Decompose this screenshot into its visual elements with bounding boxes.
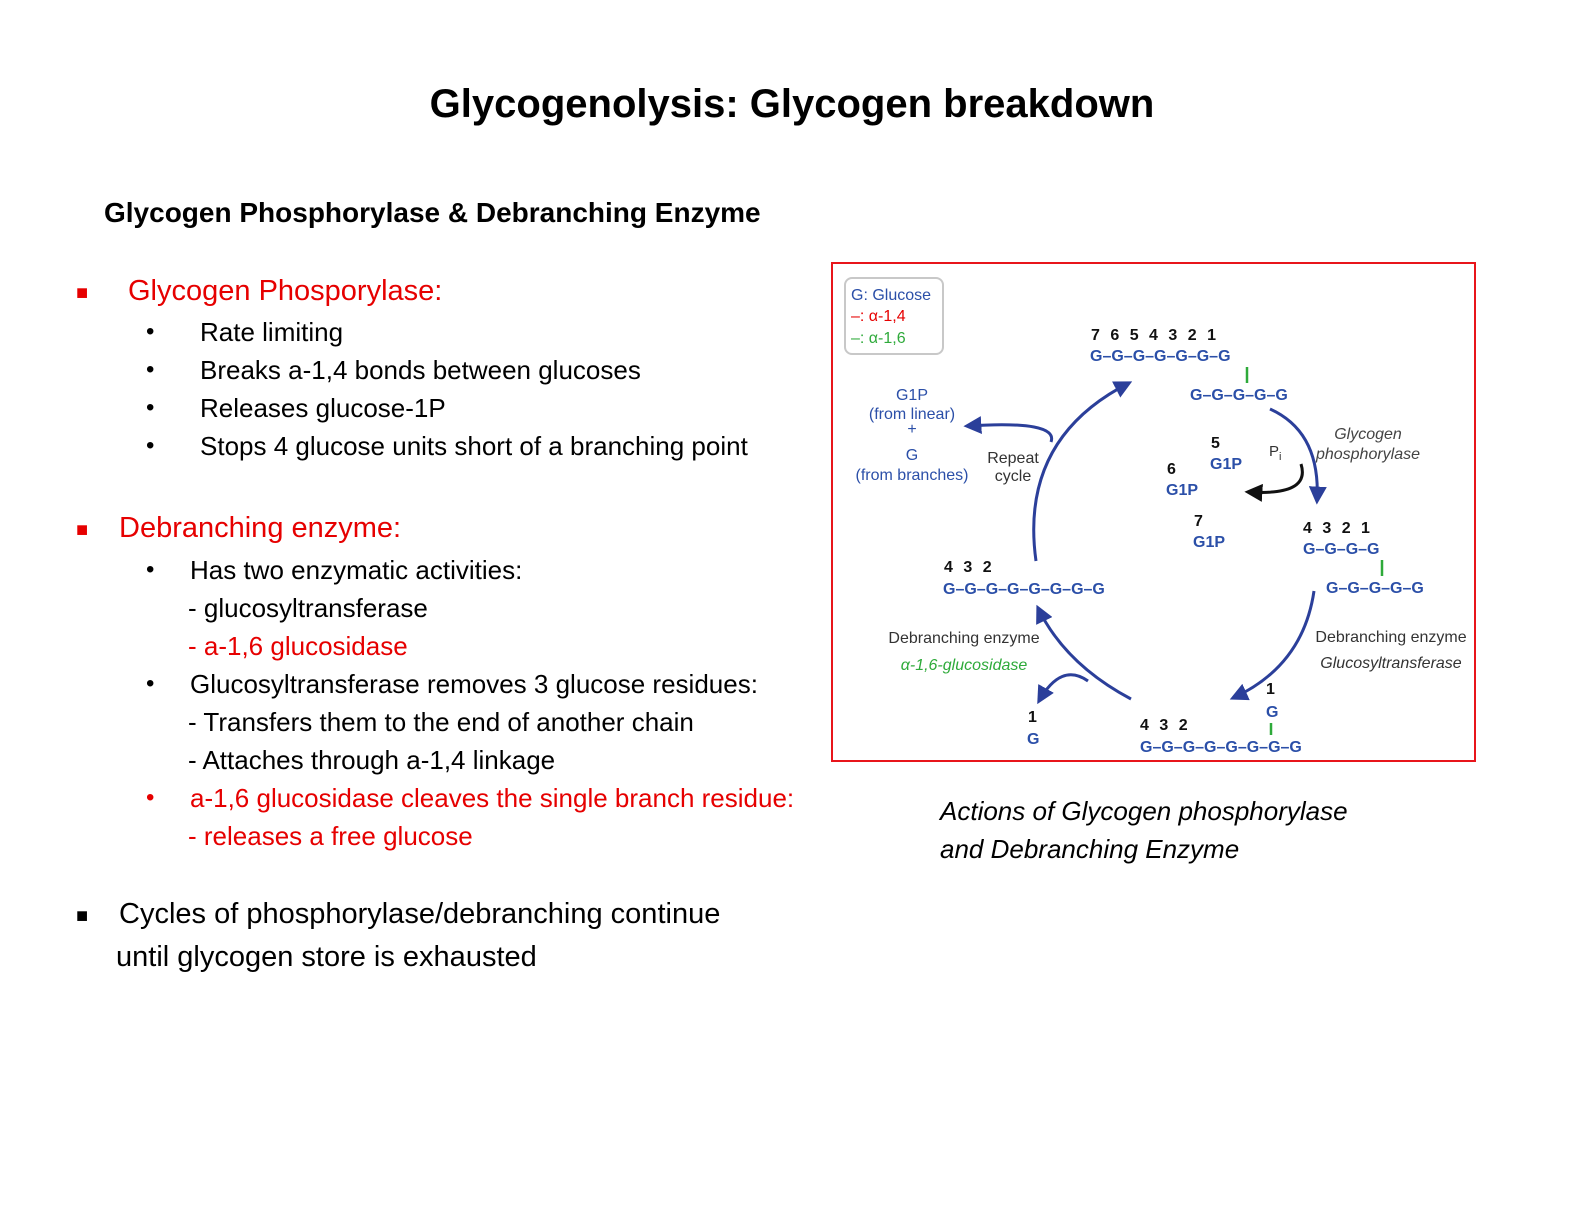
page-subtitle: Glycogen Phosphorylase & Debranching Enz…	[104, 197, 761, 228]
g1p-number-7: 7	[1194, 513, 1203, 530]
list-item: Breaks a-1,4 bonds between glucoses	[200, 355, 641, 385]
top-glucose-chain: G–G–G–G–G–G–G	[1090, 348, 1231, 365]
product-from-linear: (from linear)	[869, 406, 955, 423]
list-item: - a-1,6 glucosidase	[188, 631, 408, 661]
left-glucose-chain: G–G–G–G–G–G–G–G	[943, 581, 1105, 598]
bottom-branch-glucose: G	[1266, 704, 1278, 721]
list-item: until glycogen store is exhausted	[116, 941, 537, 973]
section-heading-cycles: Cycles of phosphorylase/debranching cont…	[119, 898, 721, 930]
phosphorylase-label-line2: phosphorylase	[1315, 446, 1420, 463]
bottom-glucose-chain: G–G–G–G–G–G–G–G	[1140, 739, 1302, 756]
glycogenolysis-diagram: G: Glucose –: α-1,4 –: α-1,6 7 6 5 4 3 2…	[831, 262, 1476, 762]
product-output-arrow	[963, 416, 1054, 443]
right-glucose-chain: G–G–G–G	[1303, 541, 1379, 558]
product-g: G	[906, 447, 918, 464]
list-item: Rate limiting	[200, 317, 344, 347]
square-bullet-icon: ■	[76, 905, 89, 927]
top-position-numbers: 7 6 5 4 3 2 1	[1091, 327, 1219, 344]
bullet-icon: •	[146, 556, 155, 583]
diagram-canvas: G: Glucose –: α-1,4 –: α-1,6 7 6 5 4 3 2…	[844, 277, 1467, 756]
transferase-arrow	[1229, 590, 1316, 701]
figure-caption-line2: and Debranching Enzyme	[940, 834, 1240, 864]
g1p-number-6: 6	[1167, 461, 1176, 478]
list-item: Glucosyltransferase removes 3 glucose re…	[190, 669, 758, 699]
bullet-icon: •	[146, 356, 155, 383]
product-from-branches: (from branches)	[856, 467, 969, 484]
g1p-label-6: G1P	[1166, 482, 1198, 499]
legend-alpha-1-4: –: α-1,4	[851, 308, 906, 325]
bottom-branch-number: 1	[1266, 681, 1275, 698]
repeat-cycle-line1: Repeat	[987, 450, 1039, 467]
bullet-icon: •	[146, 432, 155, 459]
right-position-numbers: 4 3 2 1	[1303, 520, 1373, 537]
product-g1p: G1P	[896, 387, 928, 404]
legend-box	[844, 277, 944, 355]
repeat-cycle-line2: cycle	[995, 468, 1032, 485]
debranching-left-label: Debranching enzyme	[888, 630, 1039, 647]
g1p-label-7: G1P	[1193, 534, 1225, 551]
square-bullet-icon: ■	[76, 282, 89, 304]
glucosyltransferase-label: Glucosyltransferase	[1320, 655, 1461, 672]
phosphate-label: Pi	[1269, 443, 1281, 463]
bullet-icon: •	[146, 394, 155, 421]
free-glucose: G	[1027, 731, 1039, 748]
free-glucose-number: 1	[1028, 709, 1037, 726]
list-item: - Attaches through a-1,4 linkage	[188, 745, 556, 775]
left-position-numbers: 4 3 2	[944, 559, 995, 576]
phosphorylase-arrow	[1269, 407, 1327, 505]
g1p-label-5: G1P	[1210, 456, 1242, 473]
phosphate-p: P	[1269, 443, 1279, 460]
section-heading-phosphorylase: Glycogen Phosporylase:	[128, 275, 443, 307]
list-item: a-1,6 glucosidase cleaves the single bra…	[190, 783, 795, 813]
g1p-release-arrow	[1244, 463, 1304, 502]
list-item: Releases glucose-1P	[200, 393, 446, 423]
square-bullet-icon: ■	[76, 519, 89, 541]
free-glucose-arrow	[1037, 673, 1089, 705]
right-branch-chain: G–G–G–G–G	[1326, 580, 1424, 597]
bottom-position-numbers: 4 3 2	[1140, 717, 1191, 734]
bullet-icon: •	[146, 784, 155, 811]
bullet-icon: •	[146, 318, 155, 345]
legend-glucose: G: Glucose	[851, 287, 931, 304]
legend-alpha-1-6: –: α-1,6	[851, 330, 906, 347]
section-heading-debranching: Debranching enzyme:	[119, 512, 402, 544]
phosphate-subscript: i	[1279, 451, 1281, 463]
list-item: - releases a free glucose	[188, 821, 473, 851]
g1p-number-5: 5	[1211, 435, 1220, 452]
repeat-cycle-arrow	[1032, 381, 1133, 562]
phosphorylase-label-line1: Glycogen	[1334, 426, 1402, 443]
list-item: - glucosyltransferase	[188, 593, 428, 623]
page-title: Glycogenolysis: Glycogen breakdown	[429, 82, 1155, 126]
glucosidase-label: α-1,6-glucosidase	[901, 657, 1028, 674]
product-plus: +	[907, 421, 916, 438]
list-item: Has two enzymatic activities:	[190, 555, 523, 585]
list-item: Stops 4 glucose units short of a branchi…	[200, 431, 748, 461]
top-branch-chain: G–G–G–G–G	[1190, 387, 1288, 404]
debranching-right-label: Debranching enzyme	[1315, 629, 1466, 646]
glucosidase-arrow	[1036, 604, 1132, 701]
list-item: - Transfers them to the end of another c…	[188, 707, 694, 737]
figure-caption-line1: Actions of Glycogen phosphorylase	[940, 796, 1348, 826]
bullet-icon: •	[146, 670, 155, 697]
